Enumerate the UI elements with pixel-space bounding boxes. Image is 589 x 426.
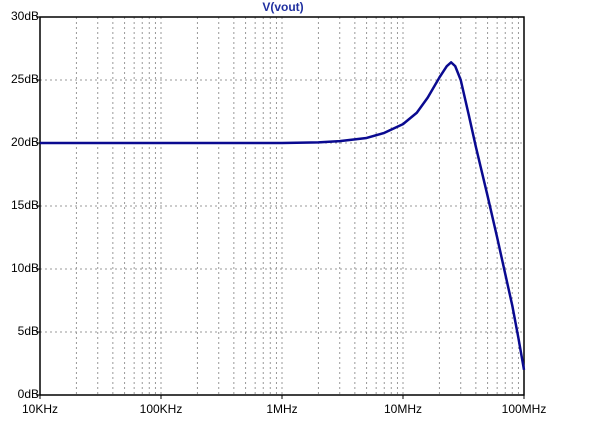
y-tick-label: 0dB — [18, 387, 39, 401]
x-tick-label: 10MHz — [384, 402, 422, 416]
y-tick-label: 20dB — [11, 135, 39, 149]
x-tick-label: 100KHz — [140, 402, 183, 416]
x-tick-label: 10KHz — [22, 402, 58, 416]
line-series — [40, 61, 526, 371]
chart-title: V(vout) — [262, 0, 303, 14]
plot-frame — [39, 16, 525, 396]
x-tick-label: 100MHz — [502, 402, 547, 416]
y-tick-label: 25dB — [11, 72, 39, 86]
x-tick-label: 1MHz — [266, 402, 297, 416]
y-tick-label: 15dB — [11, 198, 39, 212]
y-tick-label: 30dB — [11, 9, 39, 23]
y-tick-label: 5dB — [18, 324, 39, 338]
y-tick-label: 10dB — [11, 261, 39, 275]
